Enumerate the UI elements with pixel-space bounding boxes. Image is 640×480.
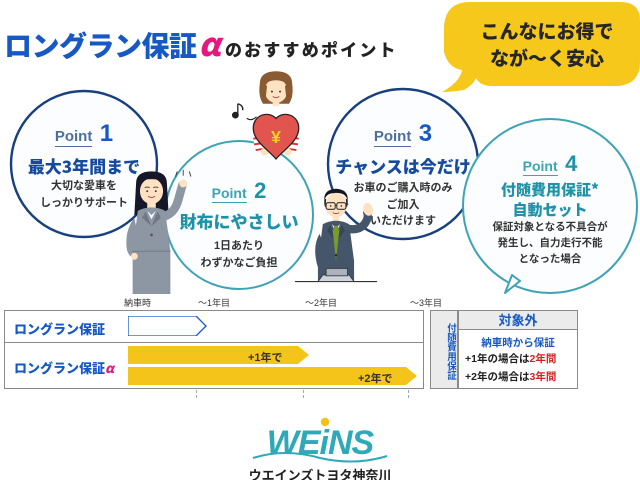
svg-text:¥: ¥ — [271, 127, 281, 147]
svg-text:WEiNS: WEiNS — [267, 424, 375, 462]
